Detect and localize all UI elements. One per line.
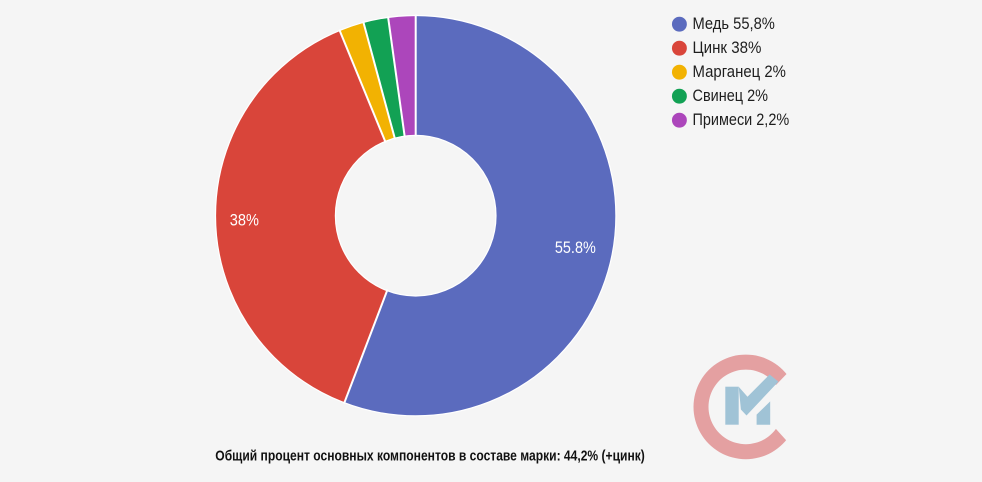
svg-text:Марганец 2%: Марганец 2% — [693, 62, 787, 81]
svg-text:Общий процент основных компоне: Общий процент основных компонентов в сос… — [215, 447, 645, 464]
svg-text:Свинец 2%: Свинец 2% — [693, 86, 769, 105]
svg-text:38%: 38% — [230, 211, 259, 230]
svg-text:Медь 55,8%: Медь 55,8% — [693, 14, 776, 33]
svg-text:55.8%: 55.8% — [555, 238, 596, 257]
svg-text:Примеси 2,2%: Примеси 2,2% — [693, 110, 790, 129]
svg-text:Цинк 38%: Цинк 38% — [693, 38, 762, 57]
